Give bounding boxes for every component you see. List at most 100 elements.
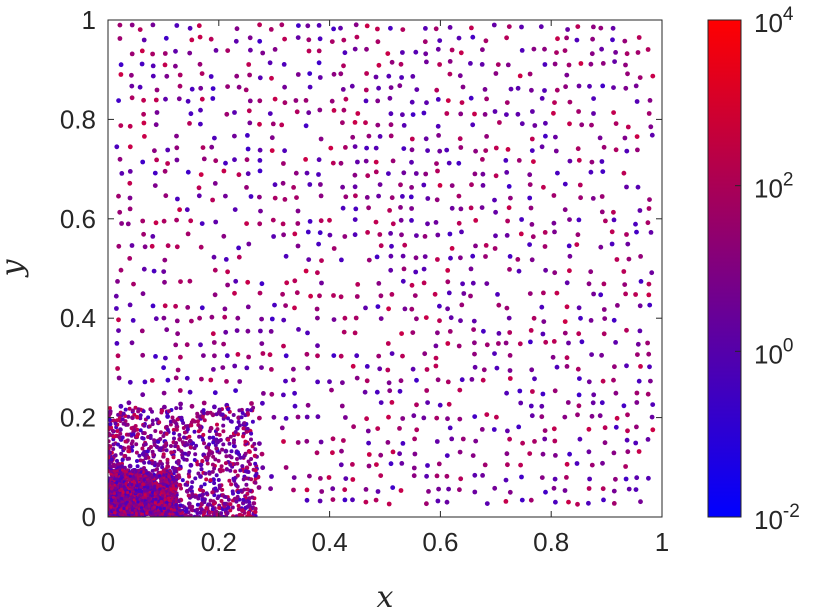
scatter-point bbox=[136, 409, 141, 414]
scatter-point bbox=[504, 451, 510, 457]
scatter-point bbox=[137, 84, 143, 90]
scatter-point bbox=[126, 490, 130, 495]
scatter-point bbox=[267, 111, 273, 116]
scatter-point bbox=[244, 465, 250, 471]
scatter-point bbox=[586, 426, 592, 432]
scatter-point bbox=[472, 111, 477, 117]
colorbar-tick-label: 104 bbox=[754, 4, 794, 38]
scatter-point bbox=[448, 255, 453, 261]
scatter-point bbox=[648, 378, 653, 384]
scatter-point bbox=[270, 217, 276, 223]
scatter-point bbox=[207, 510, 212, 515]
scatter-point bbox=[575, 366, 581, 372]
scatter-point bbox=[459, 302, 465, 308]
scatter-point bbox=[484, 342, 490, 348]
scatter-point bbox=[353, 206, 359, 212]
scatter-point bbox=[613, 121, 619, 126]
scatter-point bbox=[437, 62, 442, 67]
scatter-point bbox=[626, 486, 632, 492]
scatter-point bbox=[446, 486, 451, 492]
scatter-point bbox=[576, 331, 582, 337]
scatter-point bbox=[162, 51, 168, 56]
scatter-point bbox=[257, 221, 263, 227]
scatter-point bbox=[215, 427, 220, 432]
colorbar-tick-label: 102 bbox=[754, 170, 794, 204]
scatter-point bbox=[507, 376, 513, 381]
scatter-point bbox=[340, 184, 345, 190]
scatter-point bbox=[147, 504, 151, 508]
scatter-point bbox=[260, 465, 266, 471]
scatter-point bbox=[177, 466, 182, 471]
scatter-point bbox=[376, 281, 382, 286]
scatter-point bbox=[460, 281, 465, 287]
scatter-point bbox=[259, 365, 264, 370]
scatter-point bbox=[167, 475, 171, 479]
scatter-point bbox=[329, 39, 335, 44]
scatter-point bbox=[165, 427, 170, 432]
scatter-point bbox=[143, 456, 148, 461]
scatter-point bbox=[480, 183, 486, 188]
scatter-point bbox=[245, 328, 251, 334]
scatter-point bbox=[375, 98, 381, 104]
scatter-point bbox=[128, 501, 132, 505]
scatter-point bbox=[108, 417, 112, 422]
scatter-point bbox=[589, 413, 595, 419]
scatter-point bbox=[567, 121, 572, 127]
scatter-point bbox=[530, 234, 536, 240]
x-tick-label: 0.4 bbox=[312, 527, 348, 557]
scatter-point bbox=[117, 209, 123, 215]
scatter-point bbox=[432, 291, 438, 297]
scatter-point bbox=[413, 49, 419, 55]
scatter-point bbox=[257, 290, 263, 296]
scatter-point bbox=[118, 267, 124, 273]
scatter-point bbox=[153, 97, 159, 103]
scatter-point bbox=[579, 339, 585, 345]
scatter-point bbox=[591, 96, 596, 101]
scatter-point bbox=[259, 281, 265, 287]
scatter-point bbox=[253, 447, 258, 452]
scatter-point bbox=[235, 461, 240, 466]
scatter-point bbox=[272, 47, 278, 52]
scatter-point bbox=[527, 71, 533, 77]
scatter-point bbox=[295, 72, 301, 77]
scatter-point bbox=[201, 489, 206, 493]
scatter-point bbox=[496, 341, 501, 346]
scatter-point bbox=[223, 448, 229, 454]
scatter-point bbox=[469, 25, 474, 31]
scatter-point bbox=[645, 220, 651, 226]
scatter-point bbox=[373, 145, 379, 151]
scatter-point bbox=[409, 282, 415, 288]
scatter-point bbox=[154, 468, 158, 472]
scatter-point bbox=[211, 454, 216, 459]
scatter-point bbox=[491, 22, 497, 28]
scatter-point bbox=[624, 327, 629, 333]
scatter-point bbox=[247, 72, 253, 78]
scatter-point bbox=[114, 144, 120, 150]
scatter-point bbox=[121, 504, 126, 508]
scatter-point bbox=[531, 315, 537, 321]
scatter-point bbox=[633, 487, 639, 492]
scatter-point bbox=[398, 217, 404, 223]
scatter-point bbox=[330, 450, 335, 456]
scatter-point bbox=[295, 221, 301, 226]
scatter-point bbox=[182, 430, 187, 435]
scatter-point bbox=[422, 234, 428, 239]
scatter-point bbox=[115, 366, 120, 371]
scatter-point bbox=[539, 144, 545, 150]
scatter-point bbox=[468, 205, 474, 211]
scatter-point bbox=[388, 231, 393, 236]
scatter-point bbox=[172, 436, 176, 441]
scatter-point bbox=[576, 403, 582, 409]
scatter-point bbox=[221, 423, 226, 428]
scatter-point bbox=[154, 87, 160, 93]
scatter-point bbox=[135, 497, 139, 501]
scatter-point bbox=[226, 505, 231, 510]
scatter-point bbox=[118, 489, 122, 493]
scatter-point bbox=[330, 497, 336, 502]
scatter-point bbox=[173, 342, 179, 348]
scatter-point bbox=[199, 71, 205, 76]
scatter-point bbox=[130, 408, 135, 413]
scatter-point bbox=[282, 36, 287, 42]
scatter-point bbox=[223, 329, 229, 335]
scatter-point bbox=[305, 365, 311, 371]
